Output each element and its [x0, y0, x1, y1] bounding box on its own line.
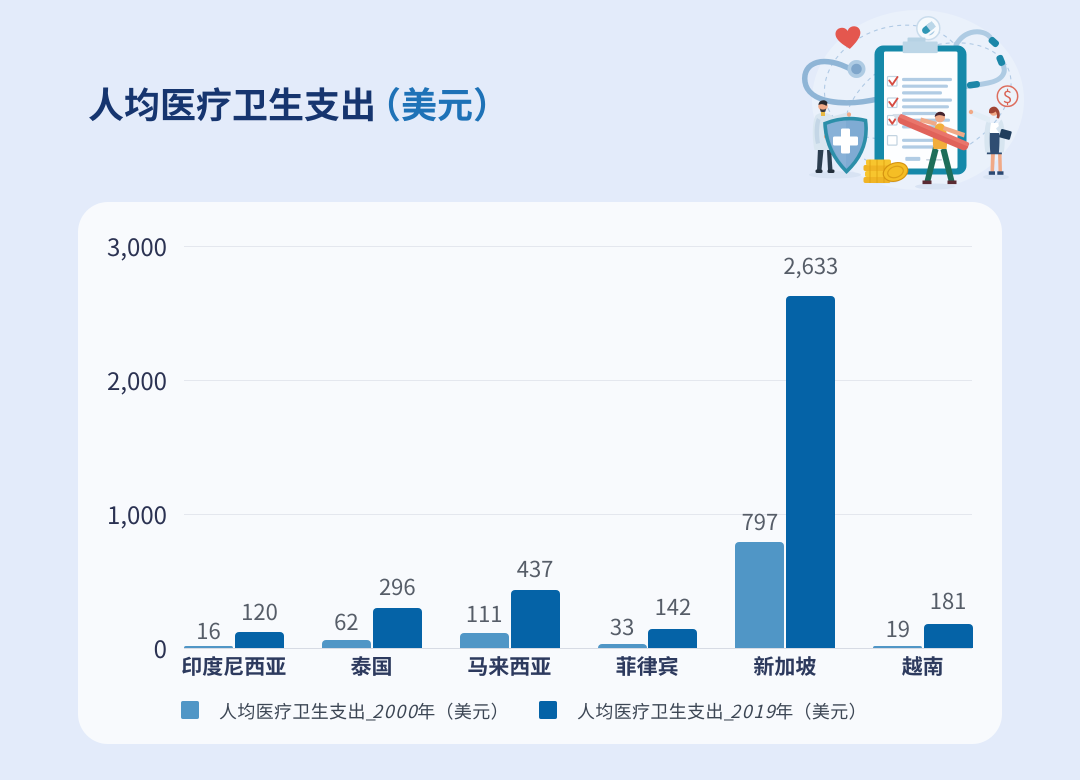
svg-text:$: $ — [1003, 83, 1012, 108]
